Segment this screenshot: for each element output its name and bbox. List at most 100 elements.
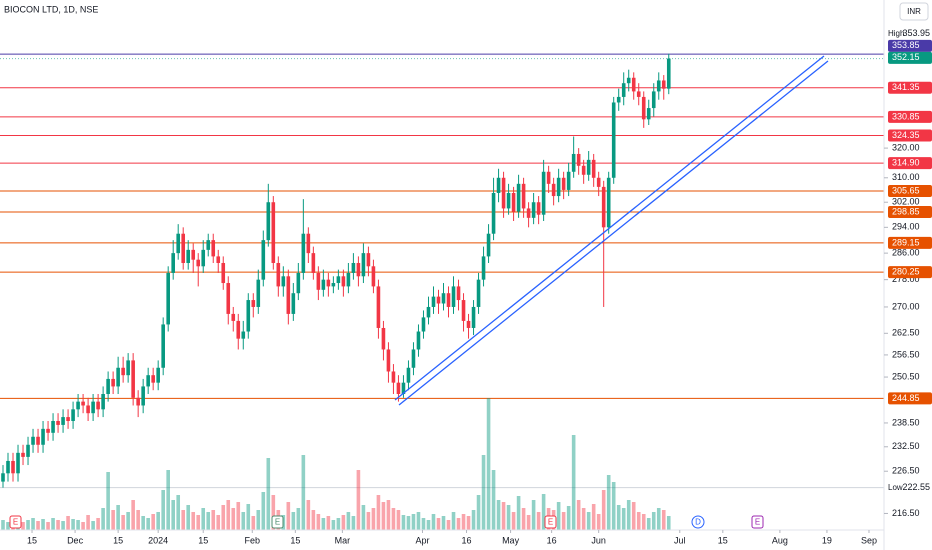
volume-bar: [606, 475, 611, 530]
volume-bar: [516, 496, 521, 530]
volume-bar: [301, 455, 306, 530]
candle-body: [571, 153, 576, 172]
candle-body: [366, 253, 371, 267]
candle-body: [241, 331, 246, 339]
candle-body: [416, 331, 421, 350]
x-tick-label: 15: [718, 535, 728, 545]
x-tick-label: 15: [290, 535, 300, 545]
volume-bar: [271, 495, 276, 530]
volume-bar: [426, 520, 431, 530]
chart-title: BIOCON LTD, 1D, NSE: [4, 4, 98, 14]
candle-body: [51, 420, 55, 433]
trend-line: [398, 60, 829, 406]
volume-bar: [641, 514, 646, 530]
level-label: 305.65: [892, 185, 920, 195]
candle-body: [661, 80, 666, 89]
candle-body: [216, 256, 221, 263]
high-label: High: [888, 29, 904, 38]
candle-body: [356, 262, 361, 277]
candle-body: [351, 262, 356, 273]
volume-bar: [206, 512, 211, 530]
candle-body: [456, 286, 461, 301]
candle-body: [96, 401, 100, 410]
volume-bar: [566, 506, 571, 530]
candle-body: [166, 272, 170, 325]
volume-bar: [321, 518, 326, 530]
candle-body: [146, 375, 150, 387]
level-tag: [888, 157, 932, 170]
candle-body: [626, 77, 631, 84]
volume-bar: [571, 435, 576, 530]
candle-body: [426, 306, 431, 318]
volume-bar: [371, 508, 376, 530]
volume-bar: [381, 502, 386, 530]
candle-body: [541, 171, 546, 215]
candle-body: [61, 417, 65, 425]
volume-bar: [111, 510, 115, 530]
candle-body: [556, 177, 561, 197]
level-label: 289.15: [892, 237, 920, 247]
y-tick-label: 256.50: [892, 349, 920, 359]
volume-bar: [531, 500, 536, 530]
x-tick-label: Jul: [674, 535, 686, 545]
volume-bar: [251, 516, 256, 530]
candle-body: [201, 249, 206, 267]
candle-body: [71, 409, 75, 421]
volume-bar: [501, 502, 506, 530]
level-tag: [888, 110, 932, 123]
level-label: 314.90: [892, 157, 920, 167]
candle-body: [271, 202, 276, 263]
volume-bar: [466, 516, 471, 530]
volume-bar: [191, 512, 196, 530]
volume-bar: [341, 515, 346, 530]
volume-bar: [96, 518, 100, 530]
candle-body: [31, 436, 35, 445]
y-tick-label: 320.00: [892, 142, 920, 152]
y-tick-label: 262.50: [892, 328, 920, 338]
volume-bar: [306, 500, 311, 530]
candle-body: [431, 296, 436, 307]
level-tag: [888, 266, 932, 279]
volume-bar: [211, 510, 216, 530]
candle-body: [121, 367, 125, 376]
volume-bar: [411, 514, 416, 530]
volume-bar: [481, 455, 486, 530]
volume-bar: [611, 482, 616, 530]
volume-bar: [51, 518, 55, 530]
volume-bar: [416, 512, 421, 530]
y-tick-label: 278.00: [892, 274, 920, 284]
candle-body: [11, 460, 15, 474]
volume-bar: [176, 495, 181, 530]
candle-body: [536, 202, 541, 215]
volume-bar: [61, 521, 65, 530]
last-price-label: 352.15: [892, 52, 920, 62]
volume-bar: [351, 516, 356, 530]
volume-bar: [226, 500, 231, 530]
candle-body: [521, 183, 526, 209]
volume-bar: [346, 512, 351, 530]
currency-box[interactable]: [899, 2, 929, 21]
volume-bar: [556, 502, 561, 530]
volume-bar: [71, 519, 75, 530]
candle-body: [76, 401, 80, 410]
volume-bar: [266, 458, 271, 530]
candle-body: [376, 286, 381, 328]
volume-bar: [106, 472, 110, 530]
x-tick-label: 19: [822, 535, 832, 545]
candle-body: [141, 386, 145, 406]
volume-bar: [521, 508, 526, 530]
candle-body: [161, 324, 165, 368]
candle-body: [406, 367, 411, 383]
volume-bar: [56, 520, 60, 530]
volume-bar: [246, 504, 251, 530]
candle-body: [91, 401, 95, 414]
volume-bar: [26, 520, 30, 530]
level-tag: [888, 206, 932, 219]
candle-body: [526, 208, 531, 218]
level-label: 324.35: [892, 130, 920, 140]
volume-bar: [646, 518, 651, 530]
marker-label: E: [548, 518, 553, 527]
volume-bar: [401, 515, 406, 530]
candle-body: [36, 436, 40, 445]
